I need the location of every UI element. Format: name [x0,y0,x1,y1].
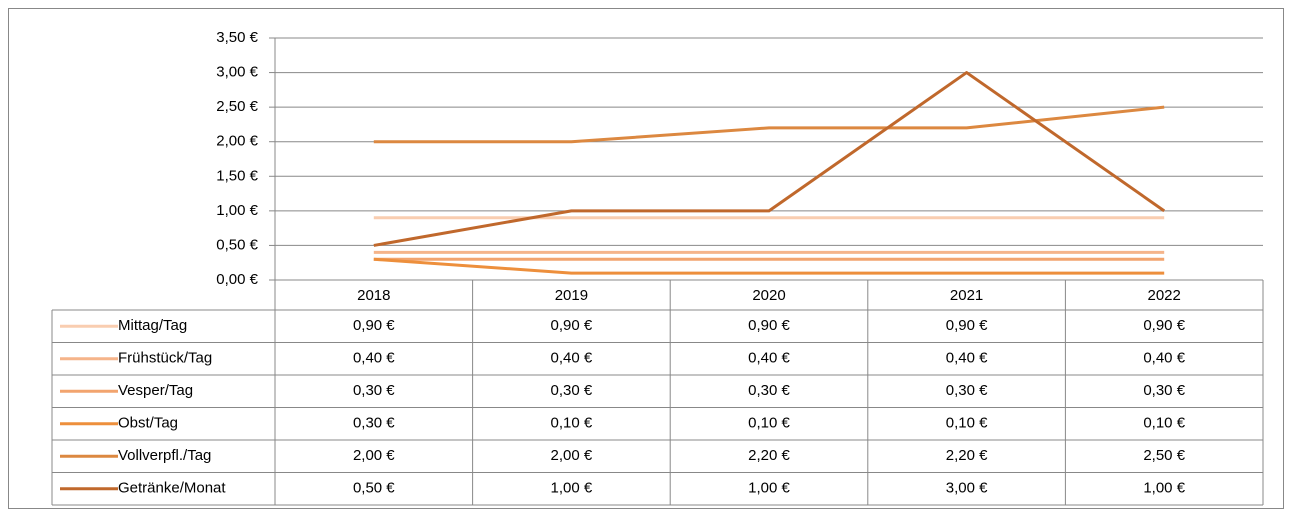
y-tick-label: 1,00 € [216,202,258,219]
x-tick-label: 2021 [950,287,983,304]
data-label: 1,00 € [551,480,593,497]
data-label: 0,40 € [946,350,988,367]
data-label: 2,50 € [1143,447,1185,464]
data-label: 0,30 € [748,382,790,399]
x-tick-label: 2018 [357,287,390,304]
data-label: 0,40 € [353,350,395,367]
data-label: 0,30 € [353,382,395,399]
data-label: 2,00 € [353,447,395,464]
y-tick-label: 3,50 € [216,29,258,46]
legend-label: Mittag/Tag [118,317,187,334]
data-label: 1,00 € [1143,480,1185,497]
series-line [373,105,1165,144]
data-label: 0,10 € [551,415,593,432]
y-tick-label: 1,50 € [216,167,258,184]
legend-label: Obst/Tag [118,415,178,432]
data-label: 2,00 € [551,447,593,464]
y-tick-label: 2,50 € [216,98,258,115]
x-tick-label: 2020 [752,287,785,304]
y-tick-label: 3,00 € [216,64,258,81]
data-label: 0,90 € [1143,317,1185,334]
data-label: 0,90 € [946,317,988,334]
data-label: 3,00 € [946,480,988,497]
data-label: 0,30 € [551,382,593,399]
data-label: 0,50 € [353,480,395,497]
data-label: 0,90 € [748,317,790,334]
data-label: 0,10 € [946,415,988,432]
data-label: 0,90 € [353,317,395,334]
y-tick-label: 2,00 € [216,133,258,150]
data-label: 2,20 € [946,447,988,464]
data-label: 0,90 € [551,317,593,334]
data-label: 2,20 € [748,447,790,464]
legend-label: Vollverpfl./Tag [118,447,211,464]
legend-label: Vesper/Tag [118,382,193,399]
data-label: 0,40 € [1143,350,1185,367]
data-label: 0,10 € [748,415,790,432]
series-line [373,257,1165,275]
x-tick-label: 2022 [1148,287,1181,304]
legend-label: Getränke/Monat [118,480,226,497]
x-tick-label: 2019 [555,287,588,304]
data-label: 0,30 € [1143,382,1185,399]
legend-label: Frühstück/Tag [118,350,212,367]
data-label: 1,00 € [748,480,790,497]
data-label: 0,40 € [551,350,593,367]
data-label: 0,30 € [353,415,395,432]
data-label: 0,40 € [748,350,790,367]
series-line [373,71,1166,247]
y-tick-label: 0,00 € [216,271,258,288]
data-label: 0,10 € [1143,415,1185,432]
y-tick-label: 0,50 € [216,236,258,253]
data-label: 0,30 € [946,382,988,399]
